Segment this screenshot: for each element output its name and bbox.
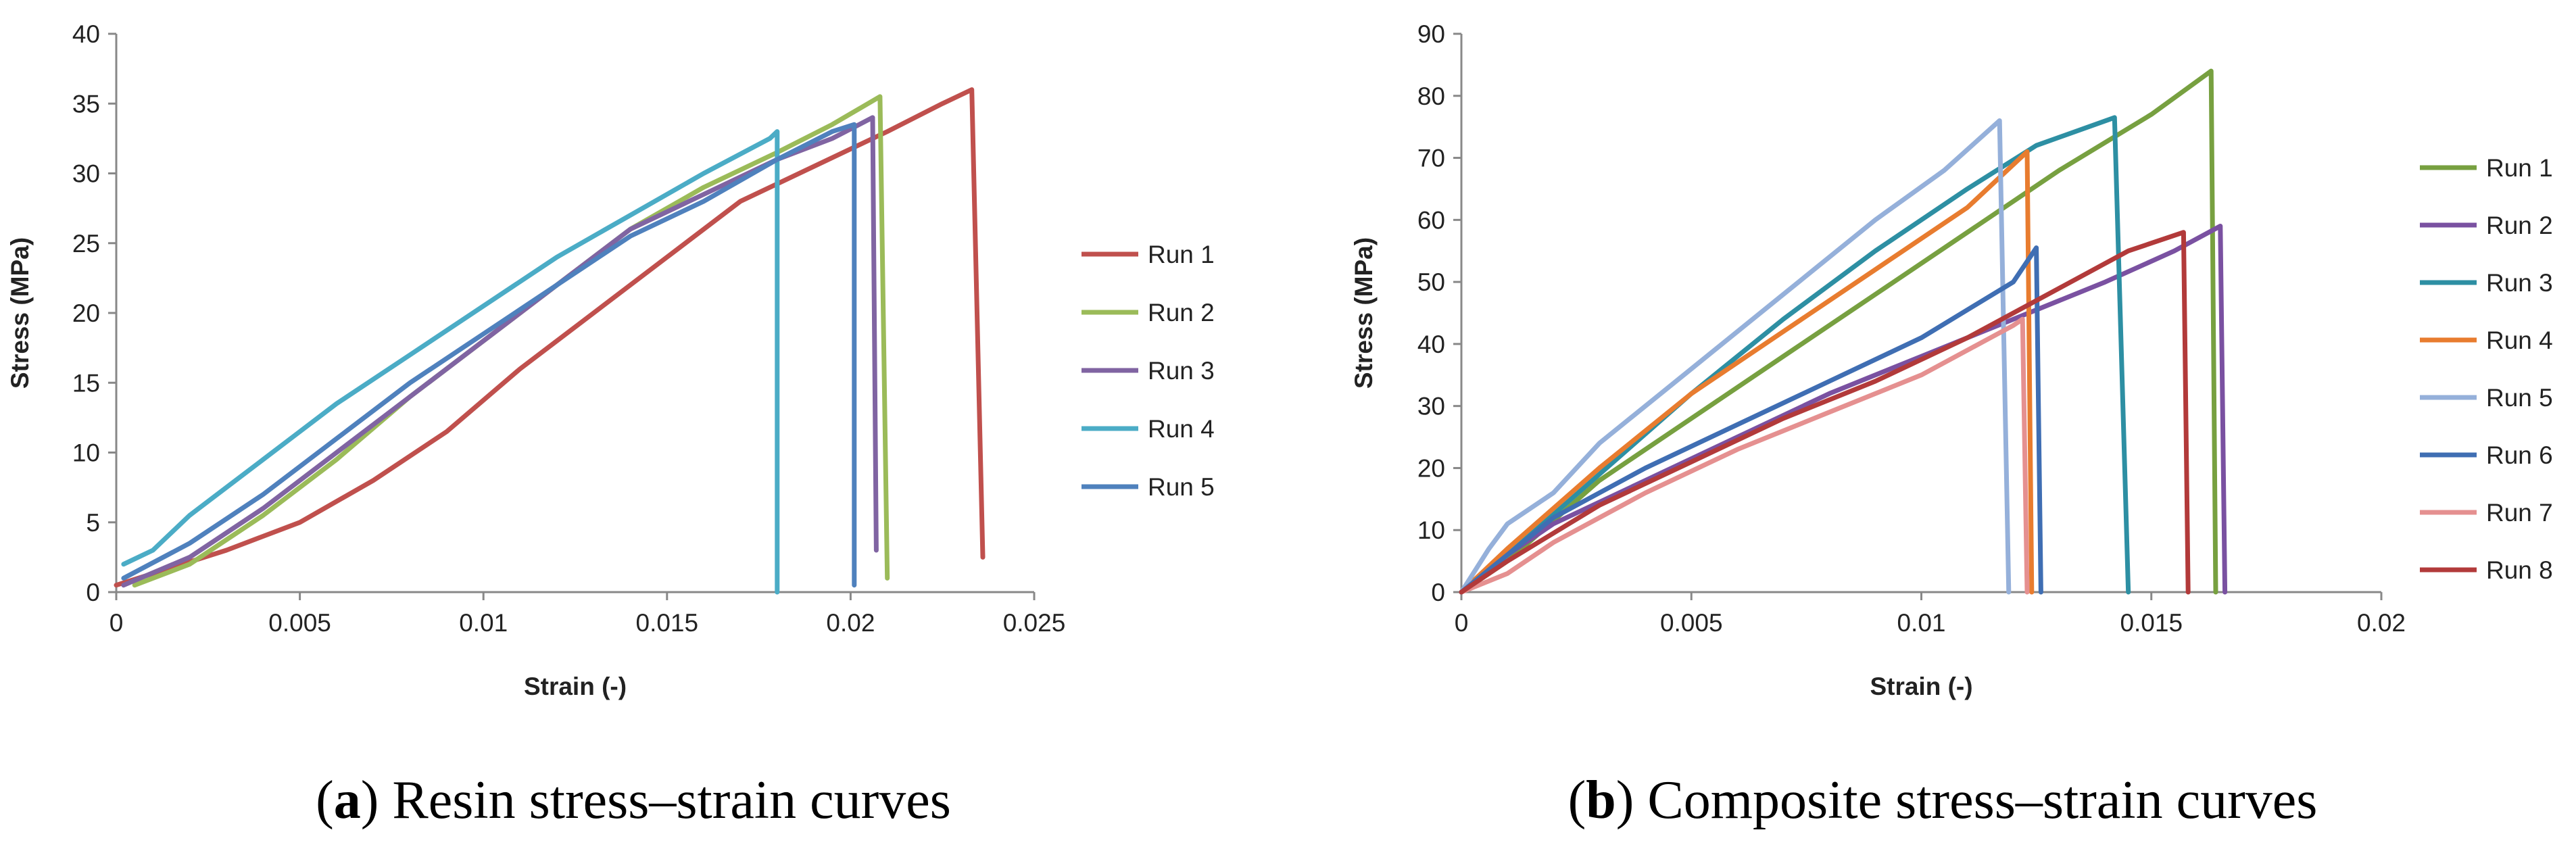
composite-legend-label: Run 8 <box>2486 556 2553 584</box>
composite-series-run-4 <box>1459 149 2035 595</box>
composite-legend-label: Run 5 <box>2486 384 2553 412</box>
composite-x-tick-label: 0 <box>1455 609 1469 637</box>
composite-series-run-7 <box>1459 316 2030 595</box>
resin-x-tick-label: 0.02 <box>826 609 875 637</box>
composite-y-tick-label: 30 <box>1417 393 1445 420</box>
composite-series-run-8 <box>1459 230 2191 595</box>
resin-x-tick-label: 0.025 <box>1003 609 1066 637</box>
resin-x-tick-label: 0.005 <box>268 609 331 637</box>
composite-y-tick-label: 70 <box>1417 145 1445 172</box>
composite-series-run-3 <box>1459 115 2131 595</box>
resin-legend-label: Run 5 <box>1148 473 1215 501</box>
resin-series-run-3 <box>121 115 879 588</box>
composite-y-tick-label: 20 <box>1417 454 1445 482</box>
resin-x-tick-label: 0.01 <box>459 609 508 637</box>
composite-legend-label: Run 4 <box>2486 326 2553 354</box>
resin-x-tick-label: 0.015 <box>636 609 699 637</box>
resin-y-tick-label: 25 <box>72 230 100 258</box>
composite-x-tick-label: 0.02 <box>2357 609 2406 637</box>
resin-y-tick-label: 10 <box>72 439 100 467</box>
resin-y-tick-label: 5 <box>86 509 100 537</box>
composite-y-axis-title: Stress (MPa) <box>1350 237 1378 389</box>
composite-legend-label: Run 1 <box>2486 154 2553 182</box>
caption-b: (b) Composite stress–strain curves <box>1568 771 2318 830</box>
resin-legend-label: Run 1 <box>1148 241 1215 268</box>
resin-legend-label: Run 3 <box>1148 357 1215 385</box>
resin-y-tick-label: 40 <box>72 20 100 48</box>
resin-y-axis-title: Stress (MPa) <box>6 237 34 389</box>
composite-legend-label: Run 2 <box>2486 212 2553 239</box>
composite-x-tick-label: 0.005 <box>1660 609 1723 637</box>
composite-y-tick-label: 90 <box>1417 20 1445 48</box>
composite-legend-label: Run 6 <box>2486 441 2553 469</box>
caption-a-letter: a <box>334 771 361 830</box>
caption-a: (a) Resin stress–strain curves <box>316 771 951 830</box>
composite-x-axis-title: Strain (-) <box>1870 673 1972 700</box>
resin-y-tick-label: 35 <box>72 90 100 118</box>
composite-x-tick-label: 0.015 <box>2120 609 2183 637</box>
resin-x-axis-title: Strain (-) <box>524 673 627 700</box>
chart-resin: 0 5 10 15 20 25 30 35 40 0 0.005 0.01 0.015 0.02 0.025… <box>6 20 1215 700</box>
resin-y-tick-label: 15 <box>72 369 100 397</box>
chart-composite: 0 10 20 30 40 50 60 70 80 90 0 0.005 0.01 0.015 0.02 St… <box>1350 20 2553 700</box>
resin-y-tick-label: 30 <box>72 160 100 188</box>
composite-series-run-6 <box>1459 245 2043 595</box>
composite-y-tick-label: 0 <box>1431 579 1445 606</box>
composite-legend-label: Run 3 <box>2486 269 2553 297</box>
composite-y-tick-label: 60 <box>1417 206 1445 234</box>
resin-series-run-4 <box>121 129 780 595</box>
composite-series-run-5 <box>1459 118 2012 595</box>
resin-legend-label: Run 4 <box>1148 415 1215 443</box>
composite-y-tick-label: 50 <box>1417 268 1445 296</box>
resin-y-tick-label: 20 <box>72 299 100 327</box>
composite-x-tick-label: 0.01 <box>1897 609 1945 637</box>
composite-y-tick-label: 80 <box>1417 82 1445 110</box>
resin-series-run-2 <box>132 94 890 588</box>
composite-y-tick-label: 40 <box>1417 331 1445 358</box>
resin-x-tick-label: 0 <box>110 609 124 637</box>
composite-legend-label: Run 7 <box>2486 499 2553 527</box>
resin-legend-label: Run 2 <box>1148 299 1215 326</box>
resin-series-run-5 <box>121 122 857 588</box>
resin-series-run-1 <box>114 87 986 588</box>
composite-y-tick-label: 10 <box>1417 516 1445 544</box>
caption-b-letter: b <box>1586 771 1616 830</box>
resin-y-tick-label: 0 <box>86 579 100 606</box>
